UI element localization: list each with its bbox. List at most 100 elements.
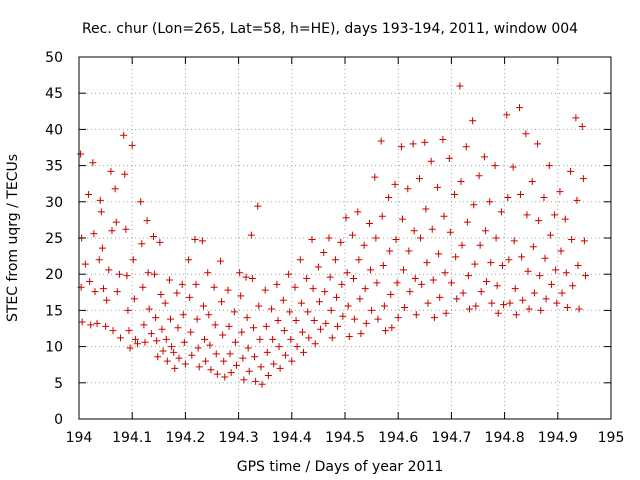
data-point <box>458 241 466 249</box>
data-point <box>442 309 450 317</box>
x-tick-label: 194.9 <box>538 430 578 446</box>
data-point <box>219 331 227 339</box>
data-point <box>187 328 195 336</box>
data-point <box>211 321 219 329</box>
data-point <box>409 140 417 148</box>
data-point <box>274 317 282 325</box>
data-point <box>535 217 543 225</box>
data-point <box>120 131 128 139</box>
data-point <box>400 266 408 274</box>
axis-ticks <box>78 56 612 420</box>
data-point <box>226 350 234 358</box>
data-point <box>321 288 329 296</box>
data-point <box>424 299 432 307</box>
data-point <box>191 235 199 243</box>
data-point <box>130 295 138 303</box>
x-tick-label: 194 <box>66 430 93 446</box>
data-point <box>287 335 295 343</box>
data-point <box>248 275 256 283</box>
x-tick-label: 195 <box>598 430 625 446</box>
data-point <box>311 340 319 348</box>
data-point <box>405 247 413 255</box>
data-point <box>486 198 494 206</box>
data-point <box>244 344 252 352</box>
data-point <box>322 319 330 327</box>
x-tick-label: 194.6 <box>378 430 418 446</box>
data-point <box>351 315 359 323</box>
data-point <box>423 259 431 267</box>
data-point <box>387 290 395 298</box>
data-point <box>572 114 580 122</box>
data-point <box>199 302 207 310</box>
data-point <box>447 279 455 287</box>
y-tick-label: 15 <box>45 303 63 319</box>
data-point <box>86 277 94 285</box>
data-point <box>128 141 136 149</box>
data-point <box>422 205 430 213</box>
data-point <box>435 250 443 258</box>
y-tick-label: 20 <box>45 267 63 283</box>
y-axis-label: STEC from uqrg / TECUs <box>5 154 21 322</box>
data-point <box>286 308 294 316</box>
data-point <box>107 167 115 175</box>
data-point <box>109 327 117 335</box>
data-point <box>453 295 461 303</box>
data-point <box>525 305 533 313</box>
data-point <box>343 269 351 277</box>
data-point <box>462 143 470 151</box>
y-tick-label: 5 <box>54 376 63 392</box>
data-point <box>232 361 240 369</box>
data-point <box>417 234 425 242</box>
data-point <box>406 288 414 296</box>
x-axis-label: GPS time / Days of year 2011 <box>237 459 444 475</box>
data-point <box>175 354 183 362</box>
data-point <box>528 178 536 186</box>
data-point <box>451 191 459 199</box>
data-point <box>111 185 119 193</box>
data-point <box>379 262 387 270</box>
data-point <box>105 266 113 274</box>
data-point <box>368 306 376 314</box>
data-point <box>404 185 412 193</box>
data-point <box>138 240 146 248</box>
data-point <box>345 332 353 340</box>
data-point <box>524 267 532 275</box>
data-point <box>465 305 473 313</box>
data-point <box>159 347 167 355</box>
data-point <box>498 262 506 270</box>
data-point <box>506 299 514 307</box>
data-point <box>300 348 308 356</box>
data-point <box>147 330 155 338</box>
data-point <box>348 231 356 239</box>
data-point <box>285 270 293 278</box>
data-point <box>144 269 152 277</box>
data-point <box>151 270 159 278</box>
data-point <box>401 304 409 312</box>
data-point <box>381 327 389 335</box>
chart-title: Rec. chur (Lon=265, Lat=58, h=HE), days … <box>82 21 578 37</box>
data-point <box>568 235 576 243</box>
data-point <box>480 153 488 161</box>
data-point <box>93 319 101 327</box>
data-point <box>252 377 260 385</box>
data-point <box>261 286 269 294</box>
data-point <box>542 295 550 303</box>
data-point <box>394 314 402 322</box>
data-point <box>91 288 99 296</box>
data-point <box>398 215 406 223</box>
data-point <box>476 241 484 249</box>
data-point <box>540 193 548 201</box>
data-point <box>276 364 284 372</box>
data-point <box>247 231 255 239</box>
data-point <box>452 253 460 261</box>
data-point <box>213 370 221 378</box>
data-point <box>529 243 537 251</box>
data-point <box>185 256 193 264</box>
data-point <box>569 282 577 290</box>
data-point <box>257 363 265 371</box>
data-point <box>331 256 339 264</box>
data-point <box>245 367 253 375</box>
data-point <box>251 353 259 361</box>
data-point <box>217 257 225 265</box>
